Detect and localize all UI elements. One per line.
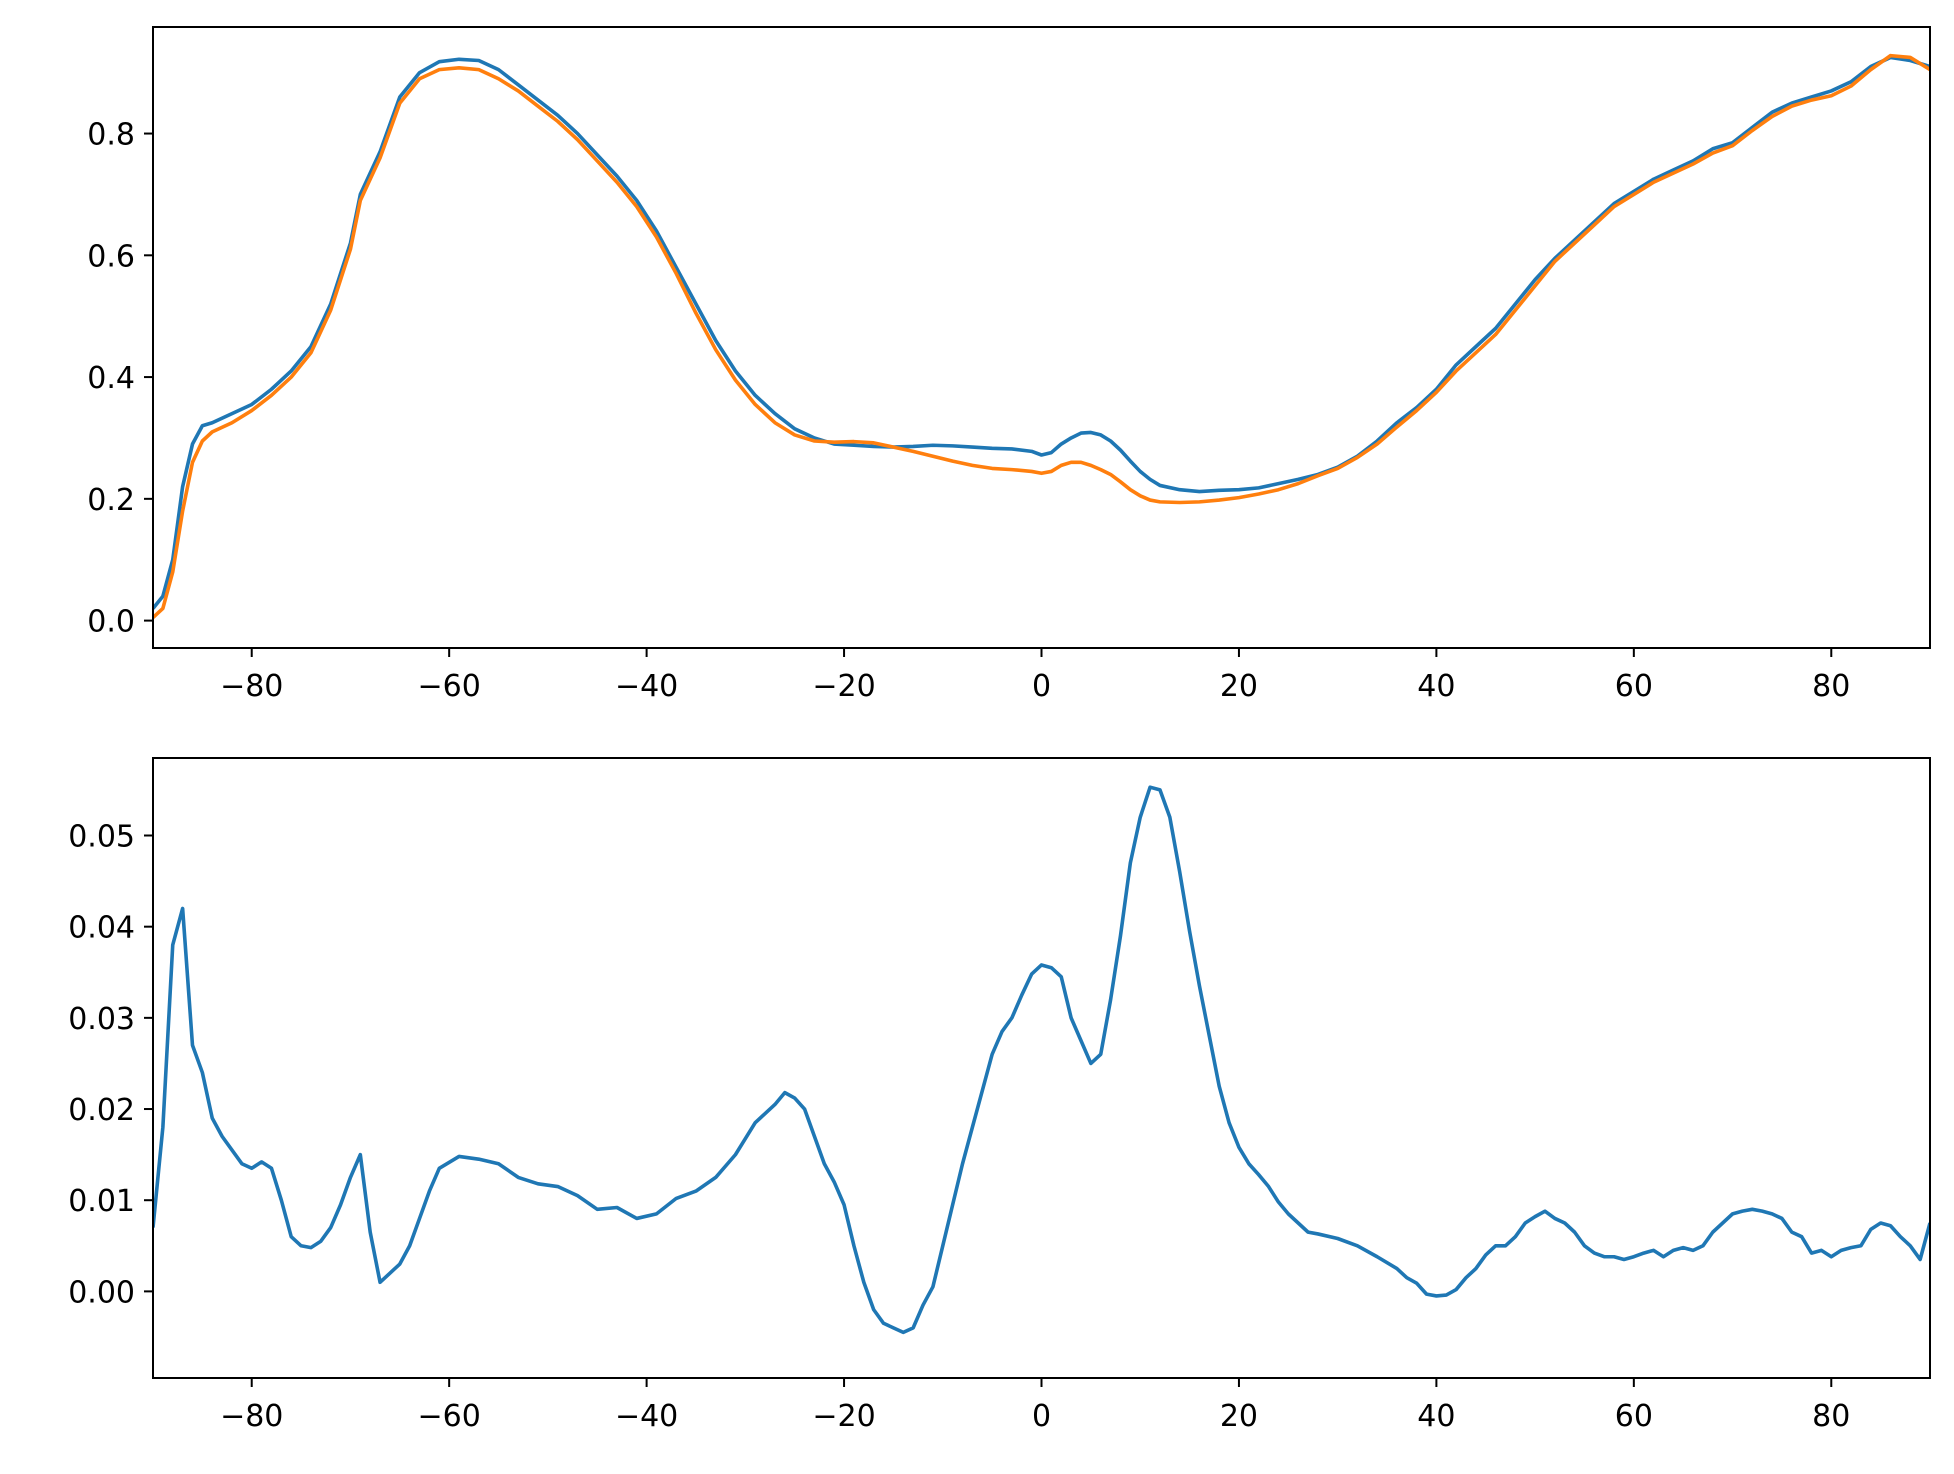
- top-x-tick-label: 40: [1417, 669, 1455, 704]
- top-x-tick-label: 20: [1220, 669, 1258, 704]
- top-x-tick-label: 60: [1615, 669, 1653, 704]
- top-series-line-1: [153, 55, 1930, 610]
- top-y-tick-label: 0.8: [87, 118, 135, 153]
- bottom-x-tick-label: 0: [1032, 1399, 1051, 1434]
- bottom-y-tick-label: 0.03: [68, 1002, 135, 1037]
- top-x-tick-label: 80: [1812, 669, 1850, 704]
- bottom-x-tick-label: −40: [615, 1399, 678, 1434]
- bottom-x-tick-label: −80: [220, 1399, 283, 1434]
- bottom-x-tick-label: 80: [1812, 1399, 1850, 1434]
- bottom-y-tick-label: 0.05: [68, 820, 135, 855]
- bottom-x-tick-label: 20: [1220, 1399, 1258, 1434]
- top-subplot: −80 −60 −40 −20 0 20 40 60 80 0.0 0.2 0.4 0.6 0.8: [87, 26, 1931, 704]
- top-x-tick-label: −80: [220, 669, 283, 704]
- bottom-y-tick-label: 0.00: [68, 1275, 135, 1310]
- top-x-tick-label: 0: [1032, 669, 1051, 704]
- top-y-tick-label: 0.2: [87, 483, 135, 518]
- bottom-y-tick-label: 0.02: [68, 1093, 135, 1128]
- bottom-x-tick-label: 60: [1615, 1399, 1653, 1434]
- top-x-tick-label: −60: [418, 669, 481, 704]
- bottom-x-tick-label: −60: [418, 1399, 481, 1434]
- top-y-tick-label: 0.0: [87, 605, 135, 640]
- top-y-tick-label: 0.4: [87, 361, 135, 396]
- top-series-line-2: [153, 53, 1930, 619]
- bottom-y-tick-label: 0.01: [68, 1184, 135, 1219]
- top-y-tick-label: 0.6: [87, 239, 135, 274]
- bottom-series-line-1: [153, 785, 1930, 1335]
- top-x-tick-label: −40: [615, 669, 678, 704]
- bottom-subplot: −80 −60 −40 −20 0 20 40 60 80 0.00 0.01 0.02 0.03 0.0…: [68, 757, 1931, 1434]
- top-x-tick-label: −20: [812, 669, 875, 704]
- bottom-x-tick-label: −20: [812, 1399, 875, 1434]
- bottom-x-tick-label: 40: [1417, 1399, 1455, 1434]
- bottom-y-tick-label: 0.04: [68, 911, 135, 946]
